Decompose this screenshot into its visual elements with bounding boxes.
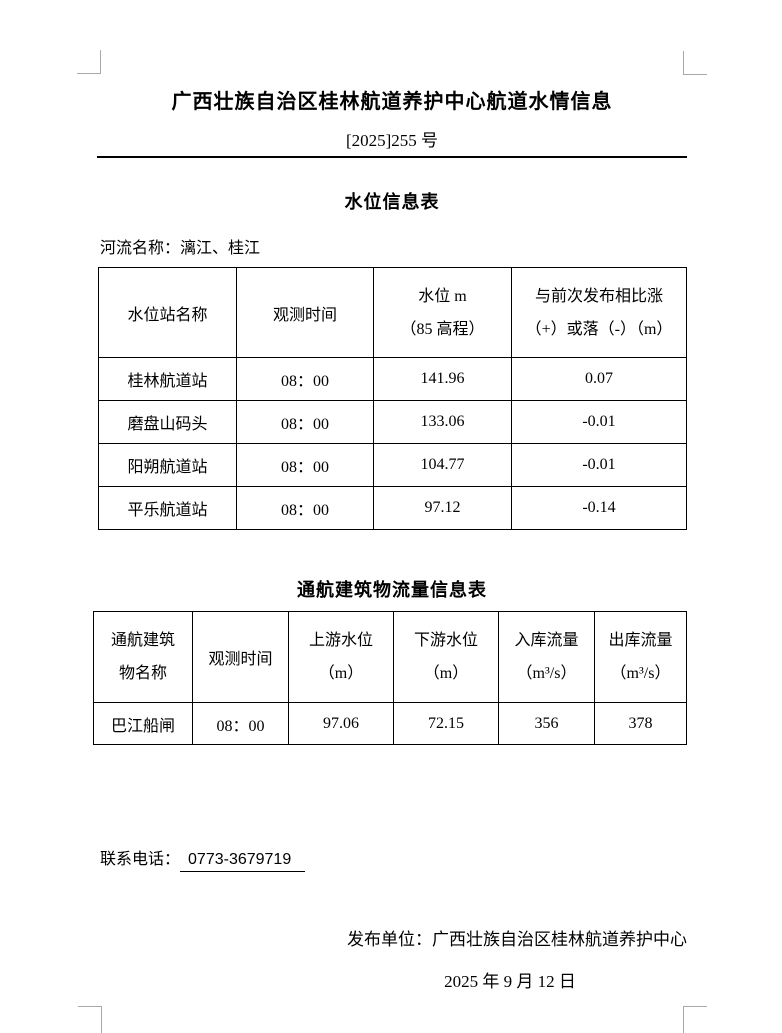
- header-upstream-level: 上游水位 （m）: [288, 611, 394, 703]
- change-value: 0.07: [511, 357, 687, 401]
- header-obs-time: 观测时间: [236, 267, 374, 358]
- table-row: 阳朔航道站 08：00 104.77 -0.01: [98, 443, 687, 487]
- station-name: 磨盘山码头: [98, 400, 237, 444]
- station-name: 阳朔航道站: [98, 443, 237, 487]
- header-inflow: 入库流量 （m³/s）: [498, 611, 595, 703]
- header-water-level: 水位 m （85 高程）: [373, 267, 512, 358]
- obs-time: 08：00: [236, 400, 374, 444]
- crop-mark-top-left: [77, 50, 101, 74]
- change-value: -0.01: [511, 400, 687, 444]
- upstream-level-value: 97.06: [288, 702, 394, 745]
- header-downstream-level: 下游水位 （m）: [393, 611, 499, 703]
- contact-label: 联系电话：: [100, 851, 181, 868]
- publish-date: 2025 年 9 月 12 日: [444, 972, 576, 991]
- water-level-value: 141.96: [373, 357, 512, 401]
- flow-table: 通航建筑 物名称 观测时间 上游水位 （m） 下游水位 （m） 入库流量 （m³…: [93, 611, 687, 745]
- obs-time: 08：00: [236, 443, 374, 487]
- document-number: [2025]255 号: [345, 131, 439, 150]
- flow-section-title: 通航建筑物流量信息表: [297, 580, 487, 600]
- change-value: -0.14: [511, 486, 687, 530]
- table-row: 磨盘山码头 08：00 133.06 -0.01: [98, 400, 687, 444]
- outflow-value: 378: [594, 702, 687, 745]
- header-obs-time: 观测时间: [192, 611, 289, 703]
- change-value: -0.01: [511, 443, 687, 487]
- crop-mark-bottom-right: [683, 1006, 707, 1033]
- publisher-line: 发布单位：广西壮族自治区桂林航道养护中心: [347, 930, 687, 949]
- station-name: 桂林航道站: [98, 357, 237, 401]
- table-row: 平乐航道站 08：00 97.12 -0.14: [98, 486, 687, 530]
- obs-time: 08：00: [236, 357, 374, 401]
- water-level-value: 97.12: [373, 486, 512, 530]
- station-name: 平乐航道站: [98, 486, 237, 530]
- crop-mark-top-right: [683, 51, 707, 75]
- crop-mark-bottom-left: [78, 1006, 102, 1033]
- water-level-header-row: 水位站名称 观测时间 水位 m （85 高程） 与前次发布相比涨 （+）或落（-…: [98, 267, 687, 358]
- river-name-label: 河流名称：漓江、桂江: [100, 240, 261, 257]
- header-structure: 通航建筑 物名称: [93, 611, 193, 703]
- header-change: 与前次发布相比涨 （+）或落（-）（m）: [511, 267, 687, 358]
- downstream-level-value: 72.15: [393, 702, 499, 745]
- water-level-value: 104.77: [373, 443, 512, 487]
- water-level-table: 水位站名称 观测时间 水位 m （85 高程） 与前次发布相比涨 （+）或落（-…: [98, 267, 687, 530]
- table-row: 桂林航道站 08：00 141.96 0.07: [98, 357, 687, 401]
- header-station: 水位站名称: [98, 267, 237, 358]
- flow-header-row: 通航建筑 物名称 观测时间 上游水位 （m） 下游水位 （m） 入库流量 （m³…: [93, 611, 687, 703]
- contact-line: 联系电话： 0773-3679719: [100, 845, 306, 872]
- structure-name: 巴江船闸: [93, 702, 193, 745]
- title-divider: [97, 156, 687, 158]
- obs-time: 08：00: [192, 702, 289, 745]
- obs-time: 08：00: [236, 486, 374, 530]
- inflow-value: 356: [498, 702, 595, 745]
- water-level-value: 133.06: [373, 400, 512, 444]
- table-row: 巴江船闸 08：00 97.06 72.15 356 378: [93, 702, 687, 745]
- document-title: 广西壮族自治区桂林航道养护中心航道水情信息: [171, 91, 613, 113]
- header-outflow: 出库流量 （m³/s）: [594, 611, 687, 703]
- water-level-section-title: 水位信息表: [344, 192, 440, 212]
- contact-phone: 0773-3679719: [180, 851, 306, 872]
